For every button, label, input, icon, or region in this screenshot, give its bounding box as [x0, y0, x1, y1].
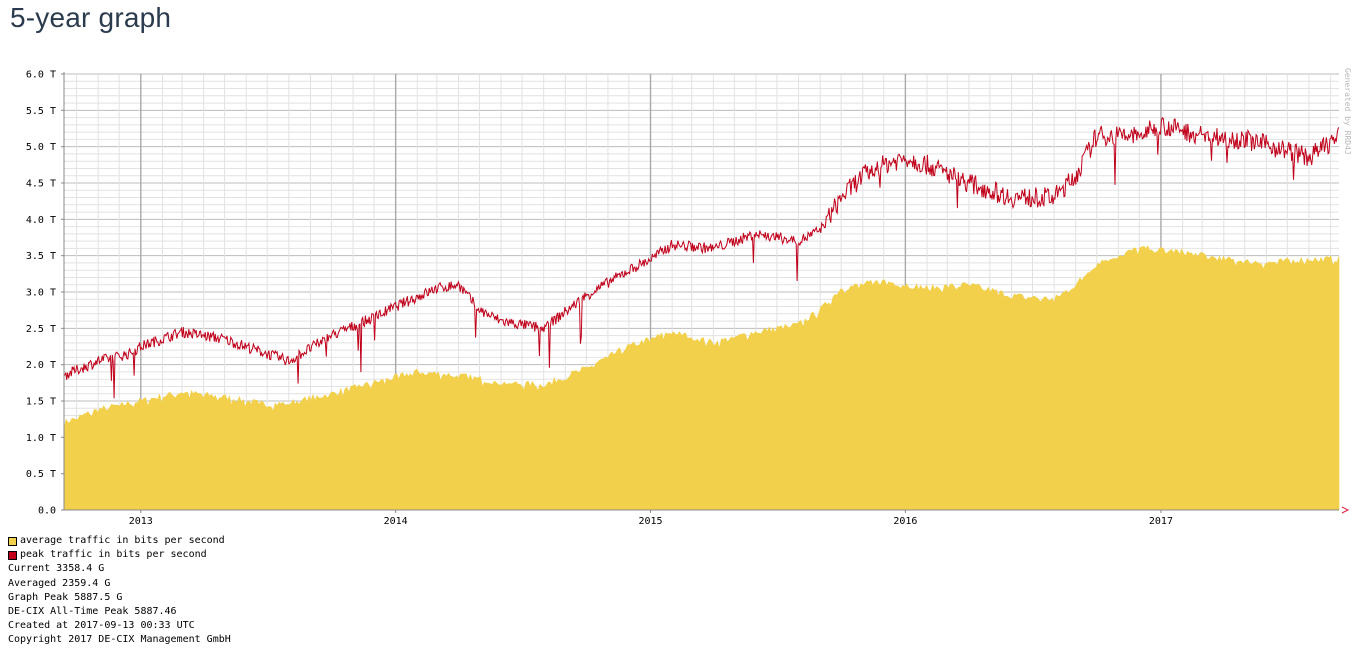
y-tick-label: 1.5 T: [26, 397, 56, 408]
info-current: Current 3358.4 G: [8, 563, 105, 575]
x-tick-label: 2013: [129, 516, 153, 527]
y-tick-label: 0.0: [38, 506, 56, 517]
y-tick-label: 1.0 T: [26, 433, 56, 444]
y-tick-label: 3.5 T: [26, 251, 56, 262]
legend-and-info: average traffic in bits per second peak …: [8, 534, 231, 648]
info-created: Created at 2017-09-13 00:33 UTC: [8, 620, 195, 632]
info-copyright: Copyright 2017 DE-CIX Management GmbH: [8, 634, 231, 646]
average-series: [63, 245, 1340, 511]
y-tick-label: 5.0 T: [26, 142, 56, 153]
y-tick-label: 4.5 T: [26, 179, 56, 190]
page-title: 5-year graph: [10, 2, 172, 33]
y-tick-label: 3.0 T: [26, 288, 56, 299]
info-all-time-peak: DE-CIX All-Time Peak 5887.46: [8, 605, 177, 617]
legend-item-average: average traffic in bits per second: [8, 534, 231, 548]
legend-label-peak: peak traffic in bits per second: [20, 549, 207, 561]
average-area: [63, 245, 1340, 511]
x-tick-label: 2014: [384, 516, 408, 527]
average-swatch: [8, 536, 17, 546]
chart-axes: 0.0 0.5 T 1.0 T 1.5 T 2.0 T 2.5 T 3.0 T 3.5 T 4.…: [26, 70, 1350, 527]
traffic-chart: 0.0 0.5 T 1.0 T 1.5 T 2.0 T 2.5 T 3.0 T 3.5 T 4.…: [26, 68, 1352, 527]
info-graph-peak: Graph Peak 5887.5 G: [8, 591, 123, 603]
x-axis-arrow: [1341, 506, 1350, 514]
info-averaged: Averaged 2359.4 G: [8, 577, 111, 589]
peak-line: [63, 117, 1340, 399]
x-tick-label: 2016: [893, 516, 917, 527]
y-tick-label: 2.0 T: [26, 360, 56, 371]
x-tick-label: 2017: [1149, 516, 1173, 527]
x-tick-label: 2015: [638, 516, 662, 527]
y-tick-label: 0.5 T: [26, 469, 56, 480]
legend-label-average: average traffic in bits per second: [20, 535, 225, 546]
peak-swatch: [8, 550, 17, 560]
y-tick-label: 4.0 T: [26, 215, 56, 226]
y-tick-label: 5.5 T: [26, 106, 56, 117]
y-tick-label: 6.0 T: [26, 70, 56, 81]
peak-series: [63, 117, 1340, 399]
y-tick-label: 2.5 T: [26, 324, 56, 335]
watermark-text: Generated by RRD4J: [1343, 68, 1352, 155]
legend-item-peak: peak traffic in bits per second: [8, 548, 231, 562]
